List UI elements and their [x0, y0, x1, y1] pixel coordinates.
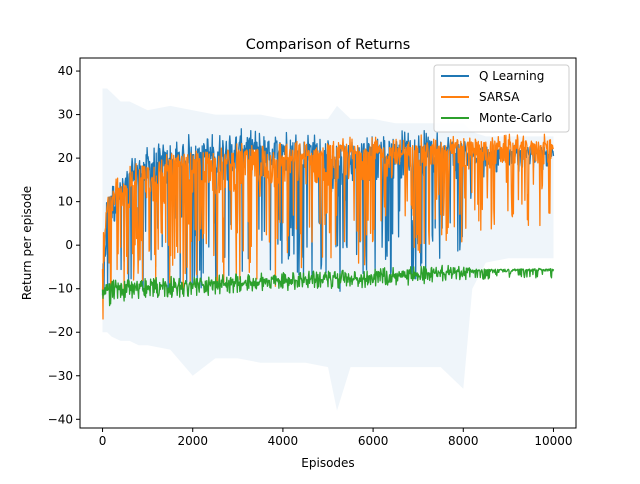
y-tick-label: 30	[58, 108, 73, 122]
y-tick-label: −20	[48, 325, 73, 339]
x-tick-label: 10000	[534, 434, 572, 448]
x-axis-label: Episodes	[301, 456, 354, 470]
monte-carlo-line	[101, 264, 555, 307]
y-tick-label: 10	[58, 195, 73, 209]
x-tick-label: 8000	[448, 434, 479, 448]
axes-frame	[79, 57, 577, 429]
x-tick-label: 6000	[358, 434, 389, 448]
y-axis-label: Return per episode	[20, 186, 34, 300]
sarsa-line	[101, 133, 555, 320]
x-tick-label: 0	[99, 434, 107, 448]
y-tick-label: −10	[48, 282, 73, 296]
x-axis: 0 2000 4000 6000 8000 10000	[99, 428, 573, 448]
x-tick-label: 4000	[268, 434, 299, 448]
legend: Q Learning SARSA Monte-Carlo	[433, 64, 570, 133]
y-tick-label: −30	[48, 369, 73, 383]
y-tick-label: −40	[48, 412, 73, 426]
legend-label-q-learning: Q Learning	[479, 69, 544, 83]
y-tick-label: 20	[58, 151, 73, 165]
legend-label-sarsa: SARSA	[479, 90, 520, 104]
x-tick-label: 2000	[177, 434, 208, 448]
y-axis: −40 −30 −20 −10 0 10 20 30 40	[48, 64, 80, 426]
y-tick-label: 40	[58, 64, 73, 78]
y-tick-label: 0	[65, 238, 73, 252]
plot-area	[101, 88, 555, 411]
series-layer	[101, 88, 555, 411]
chart-title: Comparison of Returns	[246, 37, 410, 53]
legend-label-monte-carlo: Monte-Carlo	[479, 111, 552, 125]
legend-box	[433, 64, 570, 133]
